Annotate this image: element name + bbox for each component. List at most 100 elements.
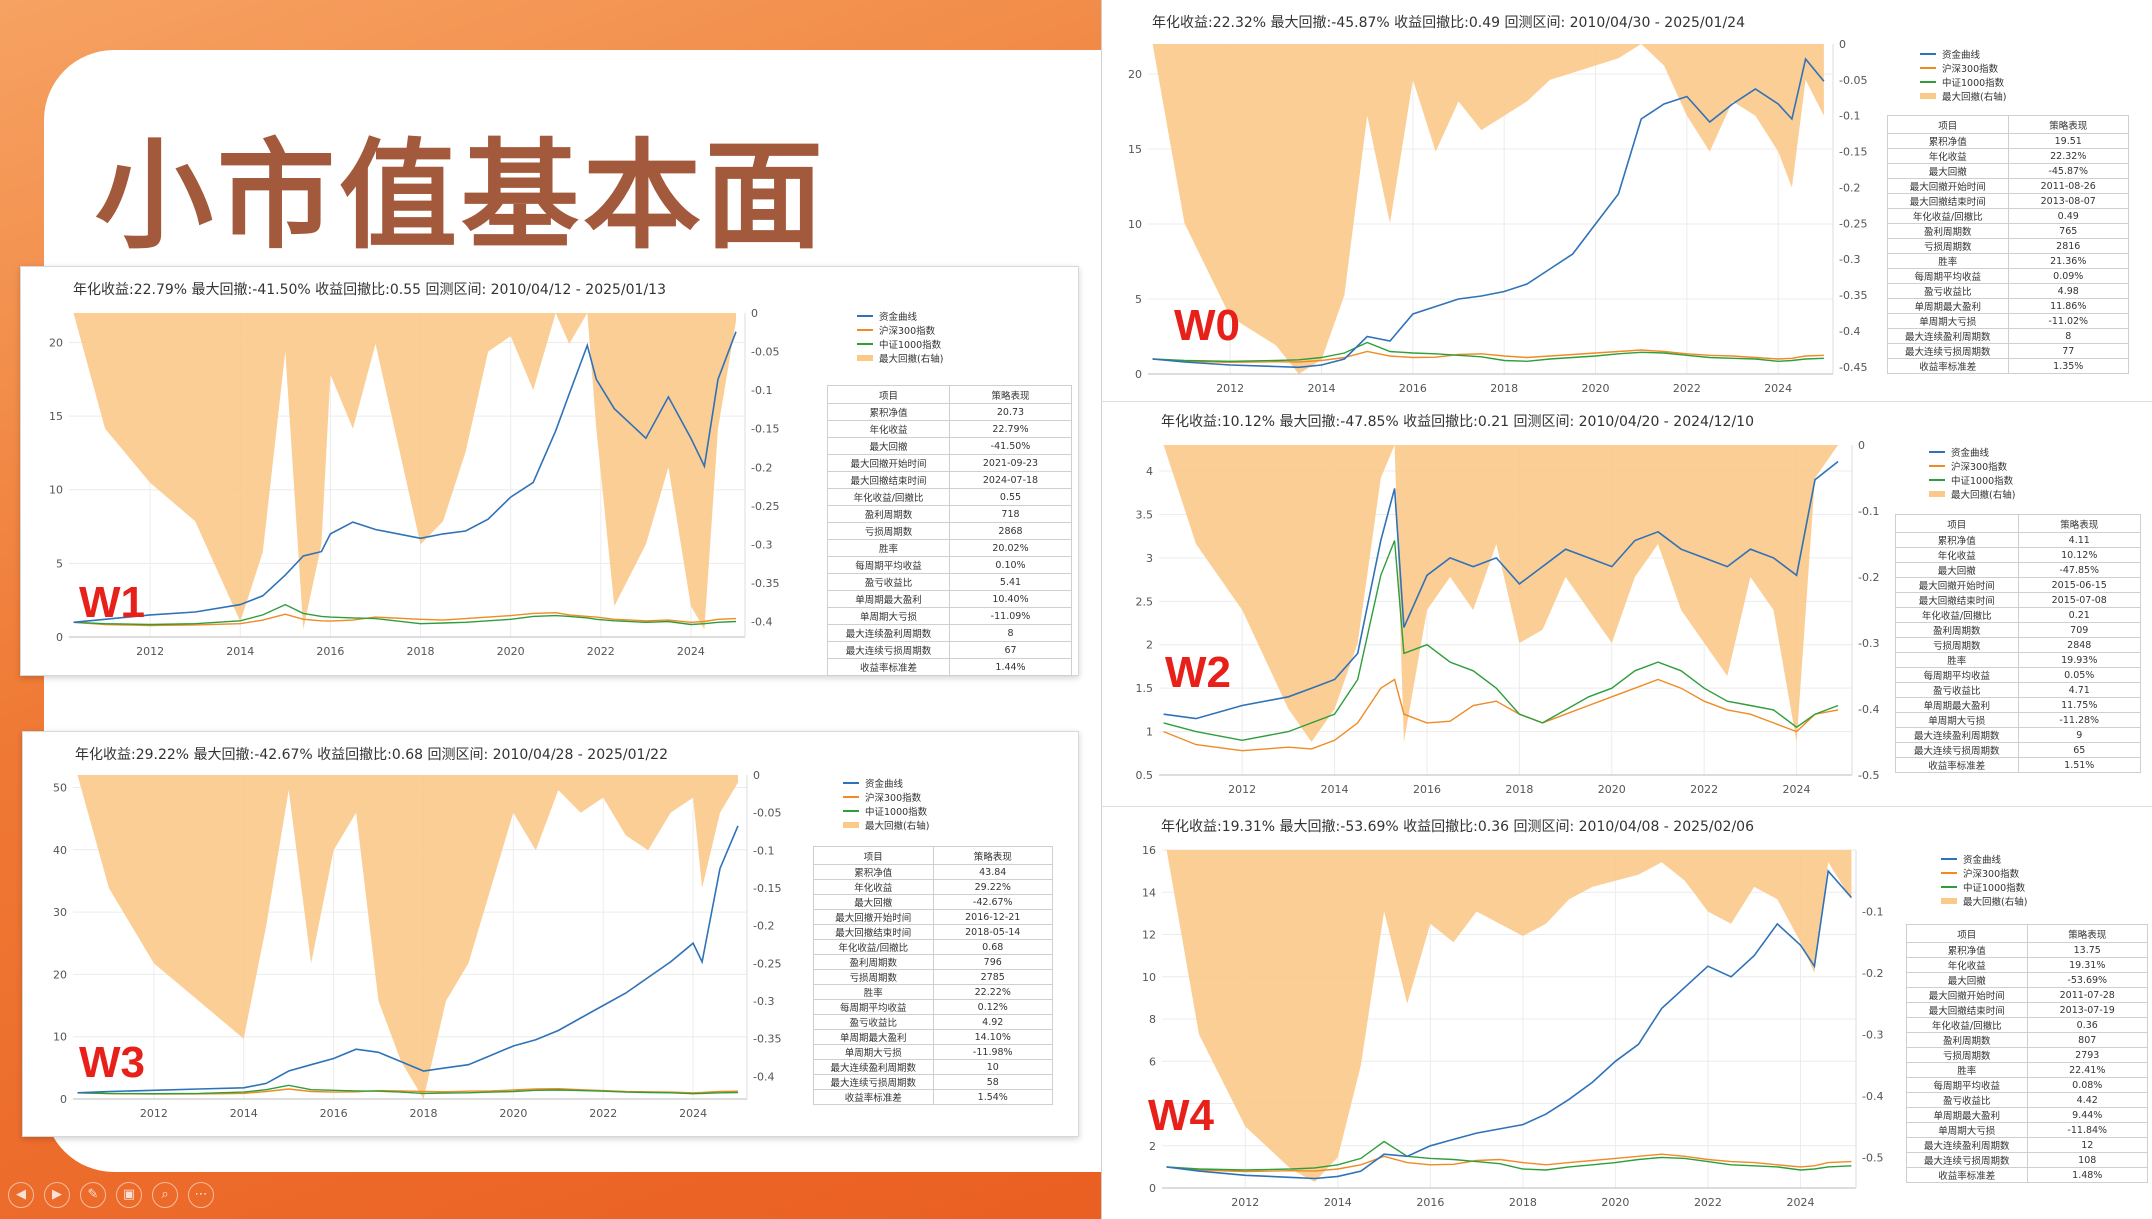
y-tick-label: 20 — [53, 968, 67, 981]
next-slide-button[interactable]: ▶ — [44, 1182, 70, 1208]
metric-name: 最大连续亏损周期数 — [813, 1074, 934, 1090]
y2-tick-label: -0.35 — [1839, 289, 1867, 302]
metric-name: 盈利周期数 — [1895, 622, 2019, 638]
previous-slide-button[interactable]: ◀ — [8, 1182, 34, 1208]
y-tick-label: 14 — [1142, 886, 1156, 899]
metrics-header-row: 项目 策略表现 — [827, 385, 1072, 404]
metric-value: -11.02% — [2007, 313, 2129, 329]
metric-value: 19.51 — [2007, 133, 2129, 149]
metrics-row: 收益率标准差 1.35% — [1887, 358, 2129, 374]
metrics-row: 最大连续亏损周期数 108 — [1906, 1152, 2148, 1168]
metric-name: 盈利周期数 — [1887, 223, 2009, 239]
y2-tick-label: 0 — [1858, 439, 1865, 452]
strategy-label: W3 — [79, 1038, 145, 1087]
y-tick-label: 0 — [1135, 368, 1142, 381]
x-tick-label: 2016 — [316, 645, 344, 658]
metric-value: 2021-09-23 — [949, 454, 1072, 472]
legend-swatch — [1941, 898, 1957, 904]
drawdown-area — [73, 313, 736, 630]
legend-label: 最大回撤(右轴) — [879, 353, 943, 365]
legend-label: 沪深300指数 — [1942, 63, 1999, 75]
x-tick-label: 2020 — [497, 645, 525, 658]
y2-tick-label: -0.25 — [1839, 217, 1867, 230]
metric-value: 4.42 — [2026, 1092, 2148, 1108]
metric-value: 2013-08-07 — [2007, 193, 2129, 209]
metric-name: 最大回撤结束时间 — [1887, 193, 2009, 209]
y2-tick-label: -0.2 — [1839, 181, 1860, 194]
y2-tick-label: -0.1 — [1858, 505, 1879, 518]
metrics-row: 最大连续盈利周期数 8 — [1887, 328, 2129, 344]
metric-value: 77 — [2007, 343, 2129, 359]
legend-swatch — [843, 822, 859, 828]
metrics-row: 年化收益/回撤比 0.68 — [813, 939, 1053, 955]
legend-swatch — [857, 355, 873, 361]
metrics-row: 盈亏收益比 4.71 — [1895, 682, 2141, 698]
y2-tick-label: -0.1 — [1839, 110, 1860, 123]
y2-tick-label: -0.15 — [751, 423, 779, 436]
legend-label: 中证1000指数 — [1963, 882, 2026, 894]
y2-tick-label: -0.4 — [1839, 325, 1860, 338]
more-options-button[interactable]: ⋯ — [188, 1182, 214, 1208]
zoom-button[interactable]: ⌕ — [152, 1182, 178, 1208]
metric-value: 2011-08-26 — [2007, 178, 2129, 194]
y2-tick-label: -0.35 — [751, 577, 779, 590]
metric-name: 盈利周期数 — [827, 505, 950, 523]
pen-tool-button[interactable]: ✎ — [80, 1182, 106, 1208]
x-tick-label: 2022 — [1673, 382, 1701, 395]
metrics-header-cell: 项目 — [827, 385, 950, 404]
metric-name: 最大回撤开始时间 — [827, 454, 950, 472]
metrics-table: 项目 策略表现 累积净值 43.84 年化收益 29.22% 最大回撤 -42.67% 最大回撤… — [813, 846, 1053, 1105]
metric-name: 最大连续亏损周期数 — [1887, 343, 2009, 359]
metric-value: 1.54% — [932, 1089, 1053, 1105]
x-tick-label: 2020 — [1582, 382, 1610, 395]
metric-value: 765 — [2007, 223, 2129, 239]
metrics-row: 最大连续盈利周期数 8 — [827, 624, 1072, 642]
metrics-row: 年化收益 22.79% — [827, 420, 1072, 438]
metric-value: 65 — [2017, 742, 2141, 758]
metric-name: 盈亏收益比 — [813, 1014, 934, 1030]
metrics-row: 每周期平均收益 0.05% — [1895, 667, 2141, 683]
hs300-line — [73, 611, 737, 627]
legend-label: 最大回撤(右轴) — [1951, 489, 2015, 501]
chart-header: 年化收益:22.32% 最大回撤:-45.87% 收益回撤比:0.49 回测区间… — [1152, 15, 1745, 31]
y-tick-label: 0 — [60, 1093, 67, 1106]
metrics-row: 累积净值 4.11 — [1895, 532, 2141, 548]
metric-name: 胜率 — [1895, 652, 2019, 668]
y2-tick-label: -0.4 — [751, 616, 772, 629]
metrics-row: 最大回撤结束时间 2013-08-07 — [1887, 193, 2129, 209]
metrics-row: 单周期大亏损 -11.02% — [1887, 313, 2129, 329]
y-tick-label: 1 — [1146, 726, 1153, 739]
legend-label: 最大回撤(右轴) — [865, 820, 929, 832]
metrics-header-cell: 策略表现 — [949, 385, 1072, 404]
metric-name: 最大连续盈利周期数 — [1887, 328, 2009, 344]
metric-name: 最大回撤结束时间 — [1895, 592, 2019, 608]
zz1000-line — [1163, 540, 1839, 742]
metrics-row: 收益率标准差 1.54% — [813, 1089, 1053, 1105]
x-tick-label: 2012 — [136, 645, 164, 658]
legend-label: 沪深300指数 — [1951, 461, 2008, 473]
metric-value: 0.05% — [2017, 667, 2141, 683]
metrics-row: 最大回撤 -45.87% — [1887, 163, 2129, 179]
slides-grid-button[interactable]: ▣ — [116, 1182, 142, 1208]
metric-value: 2015-06-15 — [2017, 577, 2141, 593]
metric-value: 0.36 — [2026, 1017, 2148, 1033]
metric-value: -42.67% — [932, 894, 1053, 910]
metrics-row: 最大连续盈利周期数 10 — [813, 1059, 1053, 1075]
y2-tick-label: -0.3 — [751, 538, 772, 551]
y-tick-label: 15 — [1128, 143, 1142, 156]
metrics-header-row: 项目 策略表现 — [1906, 924, 2148, 943]
metrics-row: 最大连续盈利周期数 12 — [1906, 1137, 2148, 1153]
metric-name: 单周期大亏损 — [1887, 313, 2009, 329]
metrics-row: 单周期最大盈利 11.75% — [1895, 697, 2141, 713]
metric-name: 最大回撤结束时间 — [1906, 1002, 2028, 1018]
metric-name: 年化收益/回撤比 — [1895, 607, 2019, 623]
metrics-row: 最大连续亏损周期数 65 — [1895, 742, 2141, 758]
y-tick-label: 10 — [1142, 971, 1156, 984]
metrics-header-cell: 策略表现 — [2007, 115, 2129, 134]
y2-tick-label: -0.1 — [1862, 905, 1883, 918]
metric-name: 收益率标准差 — [813, 1089, 934, 1105]
y2-tick-label: 0 — [753, 769, 760, 782]
x-tick-label: 2016 — [1416, 1196, 1444, 1209]
legend-label: 最大回撤(右轴) — [1963, 896, 2027, 908]
metric-value: 43.84 — [932, 864, 1053, 880]
